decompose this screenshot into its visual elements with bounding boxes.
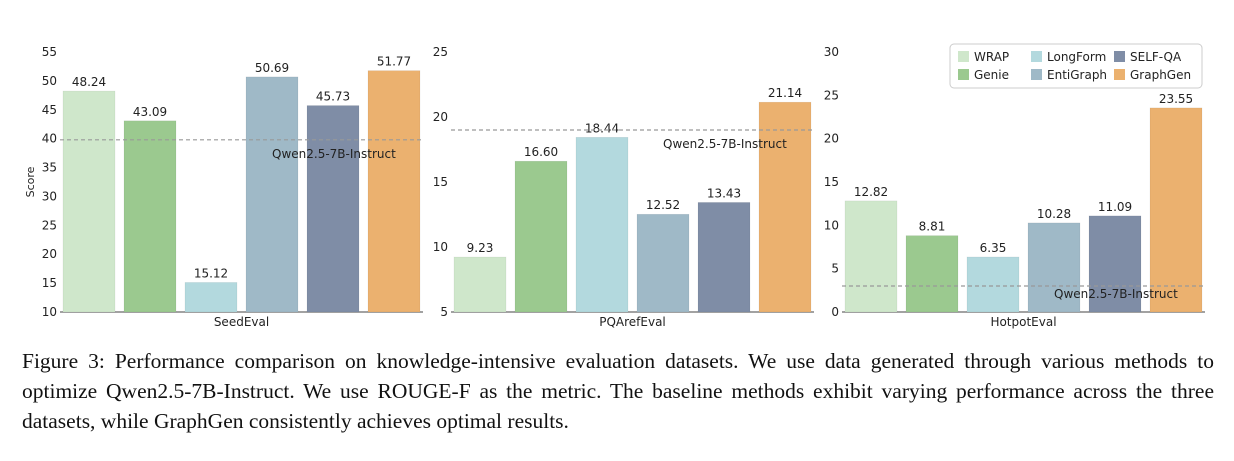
legend-label: WRAP — [974, 50, 1009, 64]
bar-genie — [905, 235, 959, 313]
legend-label: Genie — [974, 68, 1009, 82]
y-tick-label: 55 — [42, 45, 57, 59]
bar-value-label: 9.23 — [467, 241, 494, 255]
y-tick-label: 0 — [831, 305, 839, 319]
bar-genie — [514, 160, 568, 313]
legend-swatch — [1114, 51, 1125, 62]
bar-value-label: 21.14 — [768, 86, 802, 100]
bar-value-label: 45.73 — [316, 90, 350, 104]
bar-longform — [966, 256, 1020, 313]
legend-swatch — [958, 51, 969, 62]
y-tick-label: 10 — [433, 240, 448, 254]
bar-value-label: 6.35 — [980, 241, 1007, 255]
bar-value-label: 12.82 — [854, 185, 888, 199]
bar-value-label: 43.09 — [133, 105, 167, 119]
y-tick-label: 20 — [433, 110, 448, 124]
figure-caption: Figure 3: Performance comparison on know… — [22, 349, 1214, 433]
y-tick-label: 20 — [824, 132, 839, 146]
legend-label: EntiGraph — [1047, 68, 1107, 82]
y-axis-label: Score — [24, 166, 37, 197]
bar-value-label: 18.44 — [585, 121, 619, 135]
y-tick-label: 5 — [831, 262, 839, 276]
bar-entigraph — [245, 76, 299, 313]
bar-value-label: 12.52 — [646, 198, 680, 212]
bar-value-label: 48.24 — [72, 75, 106, 89]
bar-value-label: 8.81 — [919, 220, 946, 234]
y-tick-label: 45 — [42, 103, 57, 117]
y-tick-label: 10 — [42, 305, 57, 319]
bar-self-qa — [306, 105, 360, 313]
legend-swatch — [1031, 69, 1042, 80]
bar-graphgen — [367, 70, 421, 313]
bar-value-label: 16.60 — [524, 145, 558, 159]
y-tick-label: 40 — [42, 132, 57, 146]
bar-value-label: 15.12 — [194, 266, 228, 280]
bar-value-label: 11.09 — [1098, 200, 1132, 214]
bar-longform — [575, 136, 629, 313]
y-tick-label: 15 — [42, 276, 57, 290]
legend-swatch — [1031, 51, 1042, 62]
y-tick-label: 35 — [42, 161, 57, 175]
y-tick-label: 5 — [440, 305, 448, 319]
bar-value-label: 13.43 — [707, 186, 741, 200]
baseline-label: Qwen2.5-7B-Instruct — [272, 147, 396, 161]
y-tick-label: 30 — [42, 189, 57, 203]
y-tick-label: 50 — [42, 74, 57, 88]
bar-value-label: 50.69 — [255, 61, 289, 75]
bar-graphgen — [758, 101, 812, 313]
x-axis-label: SeedEval — [214, 315, 269, 329]
y-tick-label: 20 — [42, 247, 57, 261]
figure-charts: 1015202530354045505548.2443.0915.1250.69… — [24, 43, 1205, 329]
x-axis-label: PQArefEval — [599, 315, 666, 329]
y-tick-label: 25 — [433, 45, 448, 59]
bar-wrap — [844, 200, 898, 313]
bar-value-label: 10.28 — [1037, 207, 1071, 221]
bar-graphgen — [1149, 107, 1203, 313]
baseline-label: Qwen2.5-7B-Instruct — [1054, 287, 1178, 301]
y-tick-label: 15 — [433, 175, 448, 189]
y-tick-label: 25 — [42, 218, 57, 232]
y-tick-label: 15 — [824, 175, 839, 189]
y-tick-label: 25 — [824, 88, 839, 102]
legend-label: GraphGen — [1130, 68, 1191, 82]
legend-box — [949, 43, 1203, 89]
bar-longform — [184, 282, 238, 313]
bar-value-label: 23.55 — [1159, 92, 1193, 106]
bar-value-label: 51.77 — [377, 55, 411, 69]
legend-label: SELF-QA — [1130, 50, 1182, 64]
bar-entigraph — [1027, 222, 1081, 313]
y-tick-label: 10 — [824, 218, 839, 232]
legend-swatch — [958, 69, 969, 80]
bar-self-qa — [1088, 215, 1142, 313]
bar-genie — [123, 120, 177, 313]
y-tick-label: 30 — [824, 45, 839, 59]
baseline-label: Qwen2.5-7B-Instruct — [663, 137, 787, 151]
legend-label: LongForm — [1047, 50, 1106, 64]
bar-wrap — [453, 256, 507, 313]
bar-self-qa — [697, 202, 751, 313]
x-axis-label: HotpotEval — [990, 315, 1056, 329]
bar-wrap — [62, 90, 116, 313]
bar-entigraph — [636, 213, 690, 313]
legend-swatch — [1114, 69, 1125, 80]
